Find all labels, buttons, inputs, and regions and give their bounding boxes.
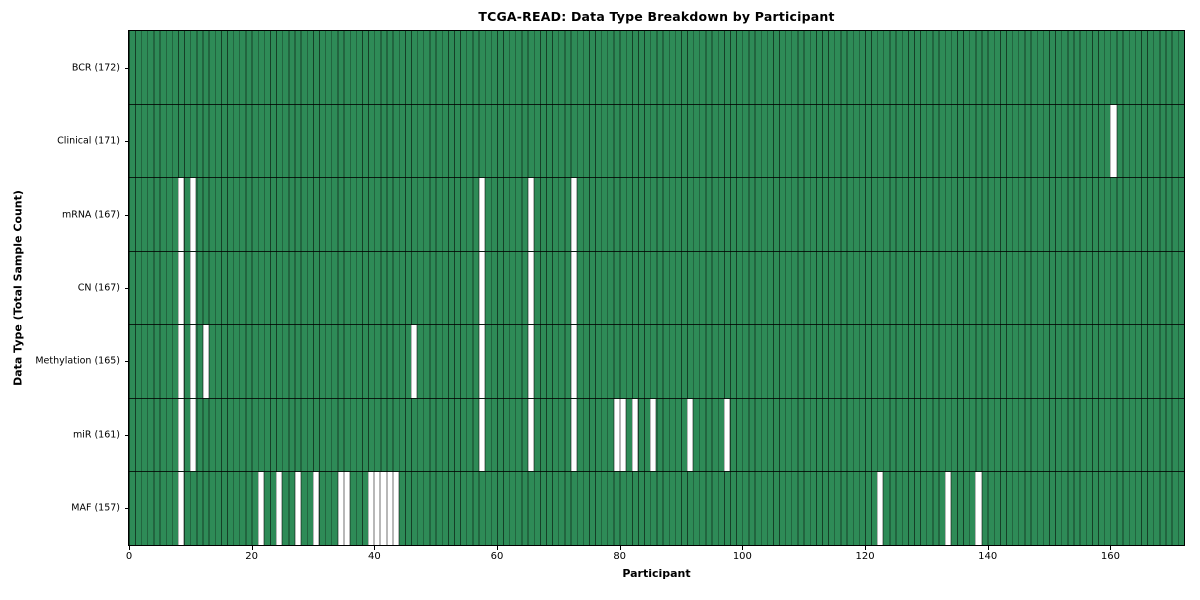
x-tick-mark: [742, 546, 744, 550]
y-tick-label-bcr: BCR (172): [71, 62, 120, 74]
absent-cell: [337, 472, 344, 546]
absent-cell: [631, 398, 639, 472]
x-tick-label: 0: [125, 551, 133, 562]
x-tick-mark: [865, 546, 867, 550]
absent-cell: [527, 398, 534, 472]
absent-cell: [178, 325, 185, 398]
absent-cell: [190, 251, 197, 325]
y-tick-label-clinical: Clinical (171): [57, 135, 120, 147]
absent-cell: [190, 178, 197, 251]
absent-cell: [368, 472, 375, 546]
x-tick-label: 100: [732, 551, 752, 562]
absent-cell: [478, 325, 485, 398]
y-tick-label-cn: CN (167): [77, 282, 120, 294]
absent-cell: [313, 472, 320, 546]
absent-cell: [380, 472, 387, 546]
heatmap-row-methylation: [129, 325, 1184, 399]
absent-cell: [527, 251, 534, 325]
absent-cell: [650, 398, 657, 472]
heatmap-row-mir: [129, 398, 1184, 473]
y-tick-mark: [125, 434, 129, 436]
heatmap-row-bcr: [129, 31, 1184, 105]
absent-cell: [257, 472, 264, 546]
plot-area: Present Absent: [128, 30, 1185, 546]
x-tick-label: 20: [245, 551, 259, 562]
absent-cell: [570, 325, 577, 398]
y-tick-mark: [125, 141, 129, 143]
absent-cell: [386, 472, 393, 546]
y-tick-label-mir: miR (161): [72, 429, 120, 441]
absent-cell: [723, 398, 731, 472]
absent-cell: [411, 325, 418, 398]
heatmap-row-maf: [129, 472, 1184, 546]
absent-cell: [619, 398, 626, 472]
absent-cell: [570, 178, 577, 251]
y-tick-label-methylation: Methylation (165): [35, 355, 120, 367]
heatmap-row-clinical: [129, 104, 1184, 179]
x-tick-label: 40: [367, 551, 381, 562]
y-tick-mark: [125, 67, 129, 69]
x-tick-mark: [1110, 546, 1112, 550]
absent-cell: [190, 325, 197, 398]
x-tick-label: 60: [490, 551, 504, 562]
x-tick-label: 140: [978, 551, 998, 562]
absent-cell: [570, 398, 577, 472]
absent-cell: [178, 472, 185, 546]
absent-cell: [527, 178, 534, 251]
absent-cell: [613, 398, 620, 472]
absent-cell: [570, 251, 577, 325]
chart-title: TCGA-READ: Data Type Breakdown by Partic…: [478, 9, 835, 24]
absent-cell: [478, 178, 485, 251]
absent-cell: [190, 398, 197, 472]
x-axis-label: Participant: [622, 567, 691, 580]
absent-cell: [478, 398, 485, 472]
x-tick-mark: [497, 546, 499, 550]
absent-cell: [392, 472, 399, 546]
x-tick-label: 120: [855, 551, 875, 562]
heatmap-row-mrna: [129, 178, 1184, 252]
absent-cell: [1110, 104, 1117, 178]
x-tick-mark: [619, 546, 621, 550]
absent-cell: [877, 472, 884, 546]
y-tick-mark: [125, 214, 129, 216]
absent-cell: [202, 325, 209, 398]
x-tick-mark: [987, 546, 989, 550]
heatmap-row-cn: [129, 251, 1184, 326]
absent-cell: [374, 472, 381, 546]
y-tick-label-maf: MAF (157): [71, 502, 120, 514]
absent-cell: [178, 178, 185, 251]
y-tick-mark: [125, 361, 129, 363]
y-tick-label-mrna: mRNA (167): [61, 209, 120, 221]
absent-cell: [178, 251, 185, 325]
x-tick-mark: [129, 546, 130, 550]
heatmap-rows: [129, 31, 1184, 546]
x-tick-mark: [374, 546, 376, 550]
absent-cell: [527, 325, 534, 398]
absent-cell: [343, 472, 350, 546]
absent-cell: [944, 472, 951, 546]
absent-cell: [687, 398, 694, 472]
absent-cell: [294, 472, 301, 546]
x-tick-mark: [251, 546, 253, 550]
y-tick-mark: [125, 288, 129, 289]
absent-cell: [276, 472, 283, 546]
x-tick-label: 80: [613, 551, 627, 562]
absent-cell: [478, 251, 485, 325]
absent-cell: [178, 398, 185, 472]
y-tick-mark: [125, 508, 129, 510]
x-tick-label: 160: [1100, 551, 1120, 562]
absent-cell: [975, 472, 982, 546]
